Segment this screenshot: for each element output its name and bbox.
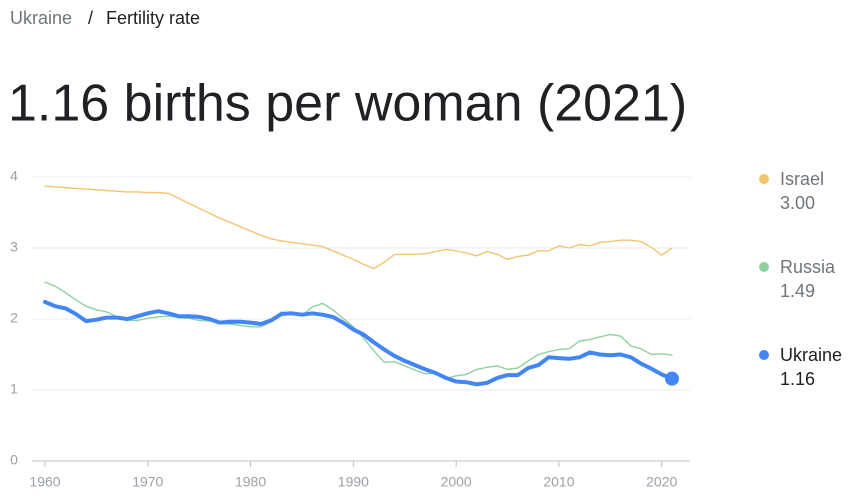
x-tick-label: 1960 [29,474,60,490]
legend-label: Russia [780,257,836,277]
legend-marker [759,350,769,360]
legend-value: 3.00 [780,193,815,213]
y-tick-label: 4 [10,168,18,184]
x-tick-label: 1990 [338,474,369,490]
x-tick-label: 1980 [235,474,266,490]
y-tick-label: 2 [10,310,18,326]
legend-marker [759,262,769,272]
chart-title: 1.16 births per woman (2021) [8,75,687,133]
series-line [43,300,674,387]
end-marker [665,371,679,386]
legend-marker [759,174,769,184]
x-tick-label: 2020 [646,474,677,490]
y-tick-label: 1 [10,381,18,397]
x-tick-label: 1970 [132,474,163,490]
x-tick-label: 2000 [441,474,472,490]
legend-label: Ukraine [780,345,842,365]
breadcrumb-separator: / [88,8,93,28]
y-tick-label: 3 [10,239,18,255]
legend-value: 1.16 [780,369,815,389]
y-tick-label: 0 [10,452,18,468]
breadcrumb-item: Fertility rate [106,8,200,28]
x-tick-label: 2010 [543,474,574,490]
series-line [44,185,673,270]
legend-label: Israel [780,169,824,189]
breadcrumb-item[interactable]: Ukraine [10,8,72,28]
legend-value: 1.49 [780,281,815,301]
